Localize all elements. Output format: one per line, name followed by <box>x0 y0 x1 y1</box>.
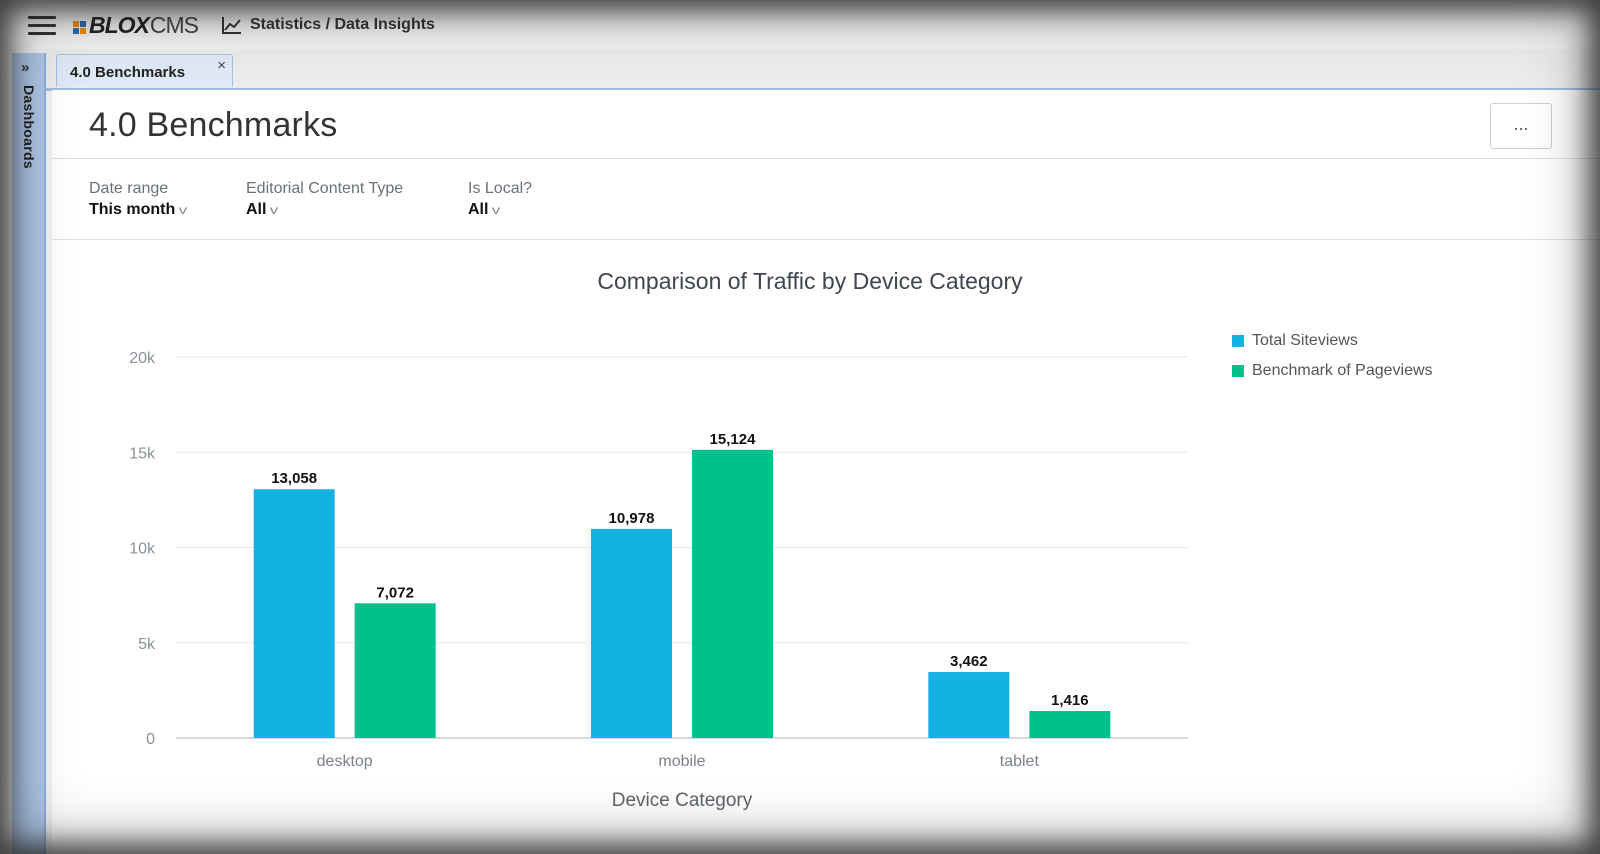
date-range-filter[interactable]: Date range This month v <box>89 180 188 219</box>
logo-text-light: CMS <box>149 11 199 38</box>
more-options-button[interactable]: ... <box>1490 103 1552 149</box>
y-tick-label: 0 <box>146 731 155 748</box>
filter-value: All v <box>246 201 279 218</box>
dashboard-content: 4.0 Benchmarks ... Date range This month… <box>52 90 1600 854</box>
logo-text-bold: BLOX <box>89 11 150 38</box>
legend-label: Total Siteviews <box>1252 332 1358 349</box>
x-tick-label: desktop <box>317 753 373 770</box>
filter-label: Editorial Content Type <box>246 180 404 197</box>
line-chart-icon <box>222 17 241 34</box>
x-axis-label: Device Category <box>612 790 753 811</box>
chevron-down-icon: v <box>179 203 188 217</box>
top-bar: BLOX CMS Statistics / Data Insights <box>0 0 1600 50</box>
expand-sidebar-icon[interactable]: » <box>21 59 30 76</box>
page-title: 4.0 Benchmarks <box>89 106 338 144</box>
tab-strip: 4.0 Benchmarks × <box>46 50 1600 91</box>
content-type-filter[interactable]: Editorial Content Type All v <box>246 180 403 219</box>
x-tick-label: tablet <box>1000 753 1040 770</box>
bar-tablet-1 <box>1029 711 1111 738</box>
dashboards-sidebar[interactable]: » Dashboards <box>12 53 46 854</box>
bar-desktop-1 <box>354 603 436 738</box>
data-label: 15,124 <box>710 431 757 448</box>
legend-swatch <box>1232 335 1244 347</box>
bar-tablet-0 <box>928 672 1010 738</box>
sidebar-label[interactable]: Dashboards <box>21 85 37 169</box>
y-tick-label: 5k <box>138 636 156 653</box>
logo-mark-icon <box>73 20 86 34</box>
menu-icon[interactable] <box>28 16 56 36</box>
data-label: 1,416 <box>1051 692 1089 709</box>
legend-item[interactable]: Total Siteviews <box>1232 332 1358 350</box>
filter-bar: Date range This month v Editorial Content… <box>52 159 1600 240</box>
filter-label: Is Local? <box>468 180 533 197</box>
legend-item[interactable]: Benchmark of Pageviews <box>1232 362 1433 380</box>
data-label: 3,462 <box>950 653 988 670</box>
traffic-bar-chart: Comparison of Traffic by Device Category… <box>129 268 1188 811</box>
bloxcms-logo[interactable]: BLOX CMS <box>73 11 199 38</box>
data-label: 13,058 <box>271 470 317 487</box>
x-tick-label: mobile <box>658 753 705 770</box>
bar-mobile-0 <box>591 528 672 738</box>
title-bar: 4.0 Benchmarks ... <box>52 90 1600 159</box>
breadcrumb[interactable]: Statistics / Data Insights <box>222 16 435 34</box>
bar-desktop-0 <box>253 489 335 738</box>
close-icon[interactable]: × <box>217 57 226 74</box>
chevron-down-icon: v <box>270 203 279 217</box>
legend-swatch <box>1232 365 1244 377</box>
data-label: 10,978 <box>609 510 655 527</box>
filter-value: This month v <box>89 201 188 218</box>
bar-mobile-1 <box>692 449 773 738</box>
breadcrumb-text: Statistics / Data Insights <box>250 16 435 33</box>
filter-label: Date range <box>89 180 169 197</box>
filter-value: All v <box>468 201 501 218</box>
tab-label: 4.0 Benchmarks <box>70 64 186 81</box>
tab-4-0-benchmarks[interactable]: 4.0 Benchmarks × <box>56 54 233 87</box>
legend-label: Benchmark of Pageviews <box>1252 362 1433 379</box>
y-tick-label: 10k <box>129 541 156 558</box>
y-tick-label: 20k <box>129 350 156 367</box>
chart-title: Comparison of Traffic by Device Category <box>597 268 1023 294</box>
data-label: 7,072 <box>376 584 414 601</box>
chevron-down-icon: v <box>492 203 501 217</box>
y-tick-label: 15k <box>129 445 156 462</box>
is-local-filter[interactable]: Is Local? All v <box>468 180 532 219</box>
